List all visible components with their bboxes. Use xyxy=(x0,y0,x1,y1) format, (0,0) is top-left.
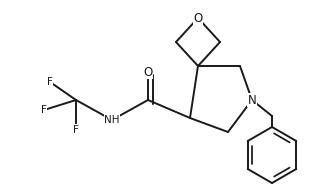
Text: O: O xyxy=(193,12,203,25)
Text: O: O xyxy=(143,65,153,79)
Text: F: F xyxy=(73,125,79,135)
Text: N: N xyxy=(248,94,256,107)
Text: F: F xyxy=(47,77,53,87)
Text: F: F xyxy=(41,105,47,115)
Text: NH: NH xyxy=(104,115,120,125)
